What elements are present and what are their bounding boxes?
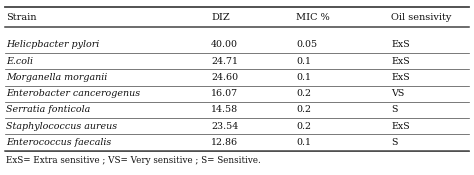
- Text: VS: VS: [391, 89, 404, 98]
- Text: Enterobacter cancerogenus: Enterobacter cancerogenus: [6, 89, 140, 98]
- Text: 40.00: 40.00: [211, 40, 238, 49]
- Text: 0.1: 0.1: [296, 73, 311, 82]
- Text: MIC %: MIC %: [296, 13, 330, 22]
- Text: Serratia fonticola: Serratia fonticola: [6, 106, 90, 114]
- Text: DIZ: DIZ: [211, 13, 230, 22]
- Text: S: S: [391, 106, 398, 114]
- Text: ExS: ExS: [391, 40, 410, 49]
- Text: 0.1: 0.1: [296, 57, 311, 66]
- Text: Oil sensivity: Oil sensivity: [391, 13, 451, 22]
- Text: E.coli: E.coli: [6, 57, 33, 66]
- Text: 23.54: 23.54: [211, 122, 238, 131]
- Text: 0.2: 0.2: [296, 122, 311, 131]
- Text: Staphylococcus aureus: Staphylococcus aureus: [6, 122, 117, 131]
- Text: 0.05: 0.05: [296, 40, 318, 49]
- Text: Helicpbacter pylori: Helicpbacter pylori: [6, 40, 99, 49]
- Text: 0.1: 0.1: [296, 138, 311, 147]
- Text: ExS= Extra sensitive ; VS= Very sensitive ; S= Sensitive.: ExS= Extra sensitive ; VS= Very sensitiv…: [6, 156, 260, 165]
- Text: 0.2: 0.2: [296, 89, 311, 98]
- Text: ExS: ExS: [391, 122, 410, 131]
- Text: 14.58: 14.58: [211, 106, 238, 114]
- Text: ExS: ExS: [391, 73, 410, 82]
- Text: S: S: [391, 138, 398, 147]
- Text: 24.71: 24.71: [211, 57, 238, 66]
- Text: ExS: ExS: [391, 57, 410, 66]
- Text: Morganella morganii: Morganella morganii: [6, 73, 107, 82]
- Text: 24.60: 24.60: [211, 73, 238, 82]
- Text: 12.86: 12.86: [211, 138, 238, 147]
- Text: Enterococcus faecalis: Enterococcus faecalis: [6, 138, 111, 147]
- Text: 16.07: 16.07: [211, 89, 238, 98]
- Text: Strain: Strain: [6, 13, 36, 22]
- Text: 0.2: 0.2: [296, 106, 311, 114]
